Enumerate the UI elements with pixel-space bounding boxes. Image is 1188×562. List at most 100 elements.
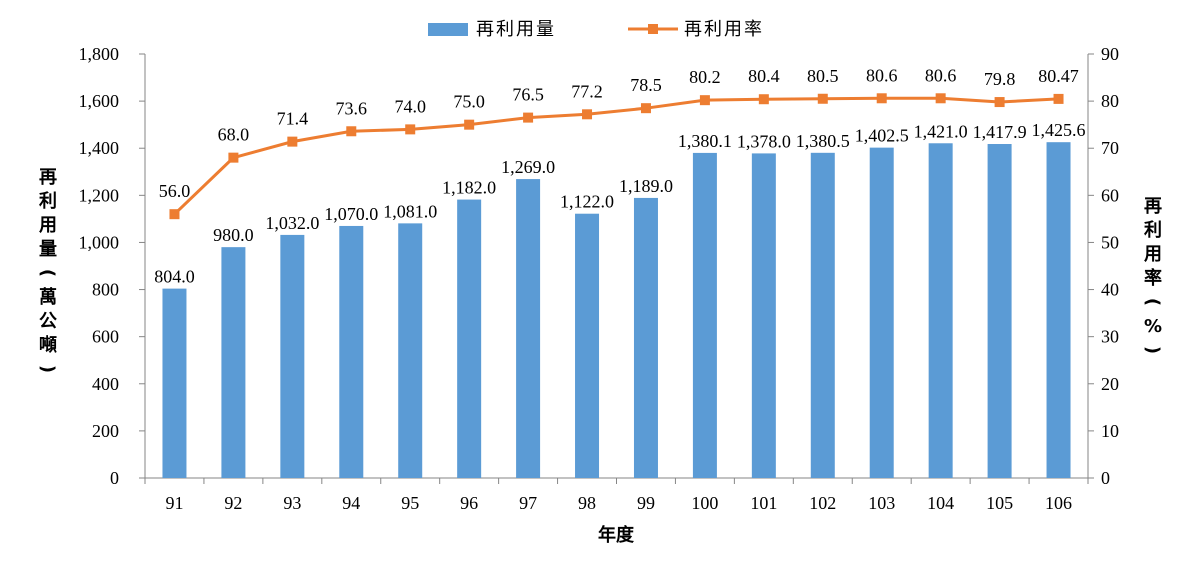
right-tick-label: 90 — [1101, 44, 1119, 64]
line-value-label: 80.47 — [1038, 66, 1079, 86]
axis-title-char: 再 — [39, 167, 57, 188]
x-tick-label: 94 — [342, 493, 360, 513]
x-tick-label: 106 — [1045, 493, 1072, 513]
x-axis-title: 年度 — [598, 524, 635, 546]
right-tick-label: 50 — [1101, 232, 1119, 252]
axis-title-char: 用 — [1144, 244, 1162, 265]
right-axis-ticks: 0 10 20 30 40 50 60 70 80 90 — [1088, 44, 1119, 488]
axis-title-char: 率 — [1144, 267, 1162, 289]
right-tick-label: 20 — [1101, 374, 1119, 394]
x-tick-label: 92 — [224, 493, 242, 513]
line-point — [405, 124, 416, 135]
bar-value-label: 1,182.0 — [442, 178, 496, 198]
right-tick-label: 40 — [1101, 280, 1119, 300]
bar-value-label: 1,380.5 — [796, 131, 850, 151]
line-value-label: 80.4 — [748, 66, 780, 86]
line-value-label: 71.4 — [277, 109, 309, 129]
bar-value-label: 1,081.0 — [383, 201, 437, 221]
line-point — [1053, 93, 1064, 104]
line-series — [169, 93, 1064, 220]
bar-value-label: 980.0 — [213, 225, 254, 245]
line-point — [758, 94, 769, 105]
right-tick-label: 80 — [1101, 91, 1119, 111]
left-tick-label: 800 — [92, 280, 119, 300]
right-tick-label: 30 — [1101, 327, 1119, 347]
axis-title-char: 公 — [39, 311, 57, 332]
x-tick-label: 103 — [868, 493, 895, 513]
left-tick-label: 1,400 — [79, 138, 120, 158]
line-value-label: 56.0 — [159, 181, 191, 201]
left-axis-title: 再利用量 (萬公噸) — [37, 167, 58, 373]
bar — [457, 199, 482, 478]
left-tick-label: 600 — [92, 327, 119, 347]
x-tick-label: 102 — [809, 493, 836, 513]
axis-title-char: ) — [1142, 346, 1163, 354]
bar-value-label: 1,122.0 — [560, 192, 614, 212]
legend-bar-swatch — [428, 23, 468, 36]
line-value-label: 80.5 — [807, 66, 839, 86]
x-tick-label: 91 — [165, 493, 183, 513]
line-point — [640, 103, 651, 114]
bar — [221, 247, 246, 478]
bar — [633, 197, 658, 478]
bar-value-label: 1,425.6 — [1032, 120, 1086, 140]
line-value-label: 78.5 — [630, 75, 662, 95]
line-point — [169, 209, 180, 220]
bar — [516, 179, 541, 478]
left-tick-label: 200 — [92, 421, 119, 441]
legend-line-label: 再利用率 — [684, 19, 764, 40]
line-point — [523, 112, 534, 123]
bar-value-label: 1,032.0 — [265, 213, 319, 233]
line-value-label: 68.0 — [218, 125, 250, 145]
axis-title-char: 再 — [1144, 196, 1162, 217]
line-value-label: 75.0 — [453, 92, 485, 112]
line-point — [817, 93, 828, 104]
line-value-label: 80.6 — [925, 65, 957, 85]
bar — [162, 288, 187, 478]
line-path — [173, 96, 1059, 216]
bar — [751, 153, 776, 478]
line-point — [699, 95, 710, 106]
line-value-label: 80.6 — [866, 65, 898, 85]
axis-title-char: % — [1144, 316, 1162, 337]
bar-value-label: 1,269.0 — [501, 157, 555, 177]
right-tick-label: 10 — [1101, 421, 1119, 441]
bar-value-label: 1,378.0 — [737, 131, 791, 151]
line-value-label: 74.0 — [394, 96, 426, 116]
bar — [1046, 142, 1071, 478]
bar-value-label: 1,402.5 — [855, 126, 909, 146]
line-point — [582, 109, 593, 120]
x-tick-label: 95 — [401, 493, 419, 513]
left-tick-label: 1,000 — [79, 232, 120, 252]
line-point — [935, 93, 946, 104]
x-tick-label: 101 — [750, 493, 777, 513]
line-point — [346, 126, 357, 137]
bar — [928, 143, 953, 478]
axis-title-char: 噸 — [39, 334, 57, 356]
left-tick-label: 400 — [92, 374, 119, 394]
axis-title-char: 萬 — [39, 287, 57, 308]
bar-value-label: 1,421.0 — [914, 121, 968, 141]
line-point — [464, 119, 475, 130]
left-axis-ticks: 0 200 400 600 800 1,000 1,200 1,400 1,600 1,800 — [79, 44, 145, 488]
axis-title-char: ) — [37, 365, 58, 373]
right-tick-label: 0 — [1101, 468, 1110, 488]
bar — [575, 213, 600, 478]
bar — [869, 147, 894, 478]
x-tick-label: 100 — [691, 493, 718, 513]
bar — [398, 223, 423, 478]
bar-value-label: 1,380.1 — [678, 131, 732, 151]
line-point — [287, 136, 298, 147]
line-point — [876, 93, 887, 104]
bar-value-label: 804.0 — [154, 267, 195, 287]
bar — [987, 144, 1012, 478]
x-tick-label: 98 — [578, 493, 596, 513]
right-axis-title: 再利用率 (%) — [1142, 196, 1163, 354]
bar — [280, 234, 305, 478]
bar-value-label: 1,070.0 — [324, 204, 378, 224]
line-value-label: 73.6 — [336, 98, 368, 118]
bar-series — [162, 142, 1071, 478]
x-tick-label: 105 — [986, 493, 1013, 513]
